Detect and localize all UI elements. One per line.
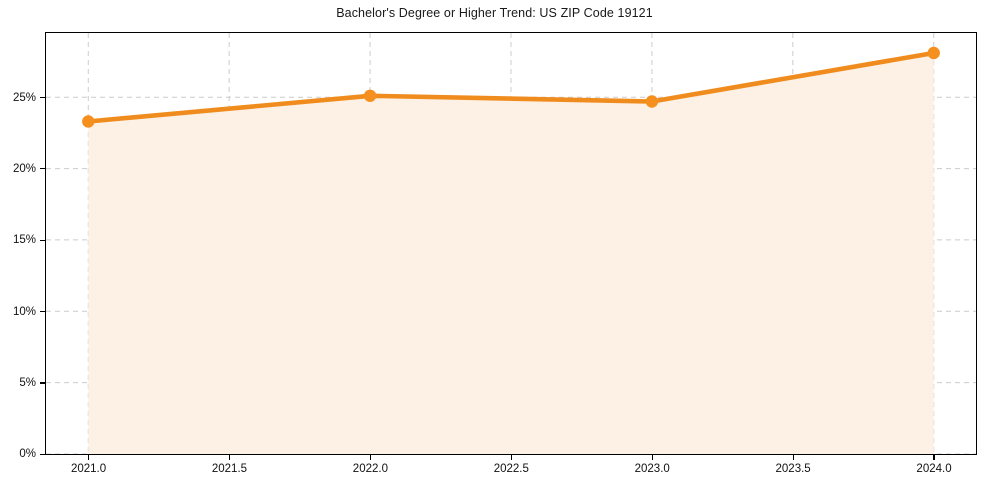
y-axis-tickmark: [40, 96, 45, 99]
y-axis-tickmark: [40, 382, 45, 384]
x-axis-tick-label: 2022.0: [352, 463, 388, 475]
x-axis-tickmark: [369, 455, 371, 460]
chart-title: Bachelor's Degree or Higher Trend: US ZI…: [336, 6, 653, 20]
y-axis-tickmark: [40, 310, 45, 313]
x-axis-tick-label: 2024.0: [916, 463, 952, 475]
y-axis-tickmark: [40, 239, 45, 241]
chart-canvas: [46, 33, 976, 454]
y-axis-tick-label: 0%: [19, 448, 36, 461]
x-axis-tickmark: [510, 455, 512, 460]
data-markers: [82, 46, 940, 128]
x-axis-tickmark: [792, 455, 794, 460]
data-line: [85, 50, 937, 124]
x-axis-tick-label: 2021.5: [211, 463, 248, 475]
x-axis-tick-label: 2022.5: [493, 463, 529, 475]
y-axis-tick-label: 25%: [12, 91, 36, 104]
y-axis-tick-label: 10%: [12, 305, 36, 318]
x-axis-tick-label: 2023.0: [634, 463, 670, 475]
y-axis-tickmark: [40, 168, 45, 170]
data-point-marker: [645, 95, 659, 108]
x-axis-tickmark: [933, 455, 935, 460]
y-axis-tick-label: 20%: [12, 162, 36, 175]
plot-area: [45, 32, 977, 455]
y-axis-tickmark: [40, 453, 45, 455]
x-axis-tick-label: 2023.5: [775, 463, 811, 475]
data-point-marker: [82, 115, 95, 128]
x-axis-tickmark: [228, 455, 231, 460]
y-axis-tick-label: 15%: [12, 234, 36, 247]
data-point-marker: [363, 89, 377, 102]
x-axis-tickmark: [87, 455, 90, 460]
y-axis-tick-label: 5%: [19, 376, 36, 389]
x-axis-tick-label: 2021.0: [70, 463, 107, 475]
area-fill: [88, 52, 934, 454]
data-point-marker: [927, 46, 940, 60]
x-axis-tickmark: [651, 455, 653, 460]
